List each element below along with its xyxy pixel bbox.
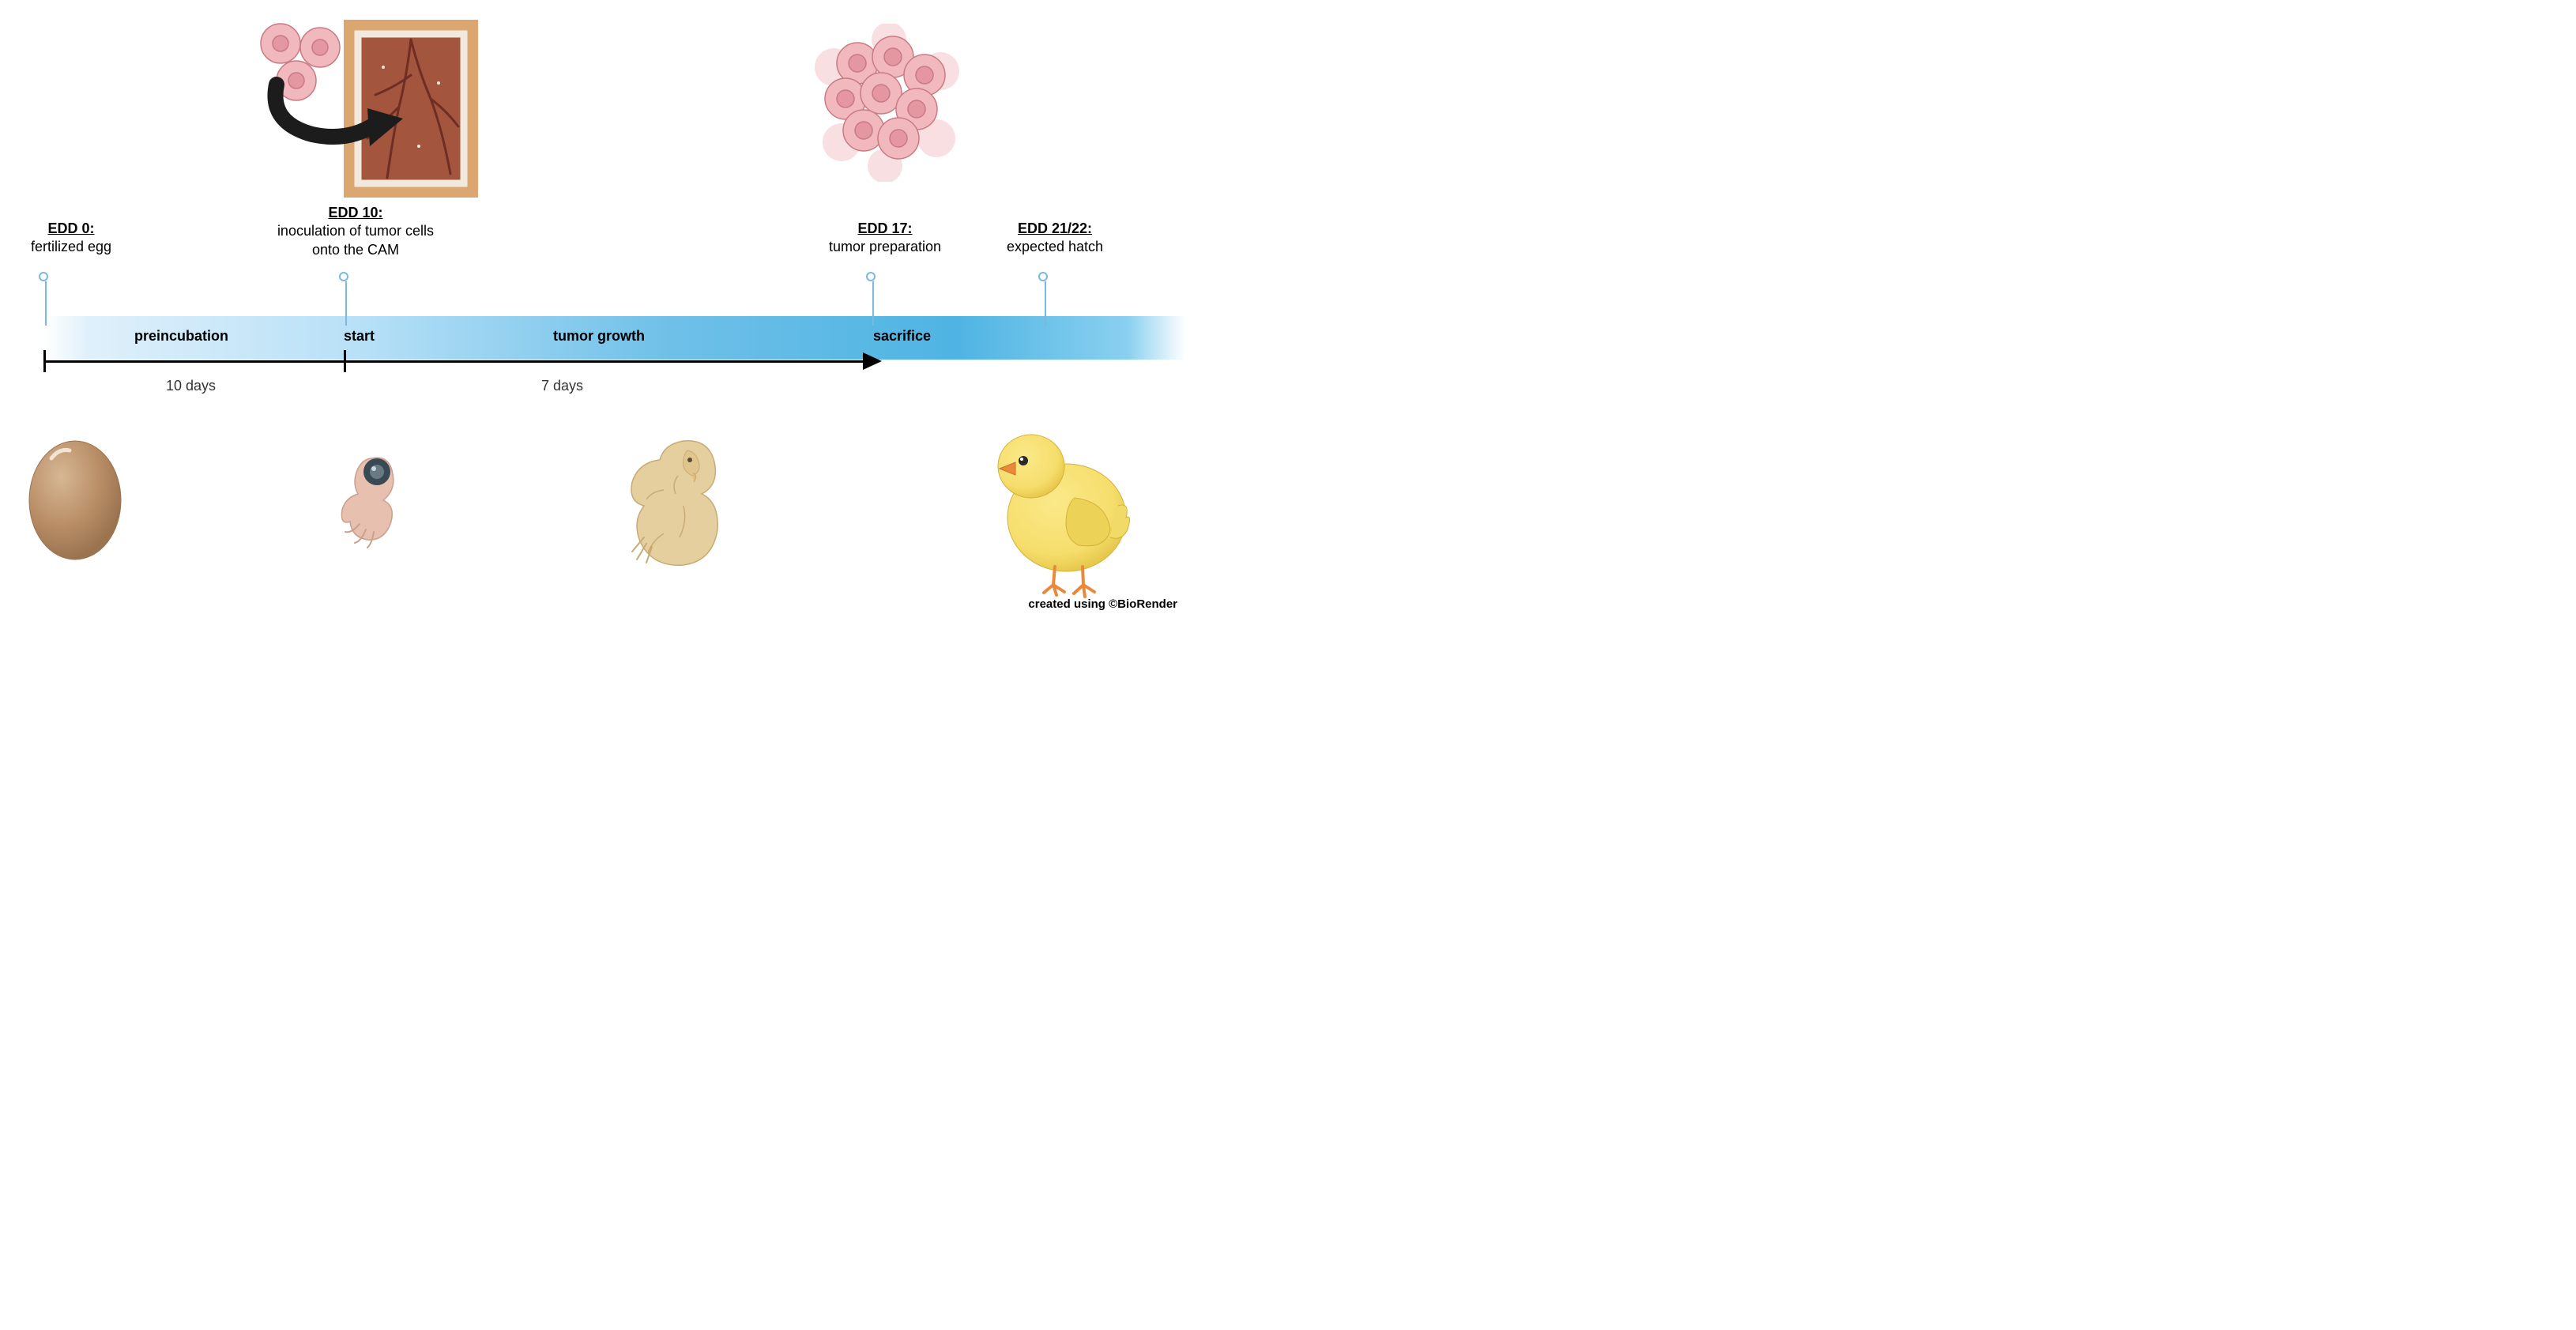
arrow-tick-mid [344,350,346,372]
milestone-desc: inoculation of tumor cells onto the CAM [277,223,434,257]
milestone-title: EDD 0: [47,220,94,236]
tumor-cluster-icon [802,24,972,182]
milestone-desc: tumor preparation [829,239,941,254]
arrow-head-icon [863,352,882,370]
duration-10days: 10 days [166,378,216,394]
phase-preincubation: preincubation [134,328,228,345]
credit-text: created using ©BioRender [1028,597,1177,611]
milestone-edd0: EDD 0: fertilized egg [8,220,134,257]
phase-start: start [344,328,375,345]
egg-icon [24,431,126,561]
milestone-edd17: EDD 17: tumor preparation [806,220,964,257]
diagram-root: EDD 0: fertilized egg EDD 10: inoculatio… [0,0,1201,620]
arrow-line [43,360,871,363]
late-embryo-icon [608,427,743,581]
phase-tumor-growth: tumor growth [553,328,645,345]
chick-icon [984,423,1142,601]
pin-edd2122 [1042,272,1048,326]
duration-7days: 7 days [541,378,583,394]
milestone-desc: fertilized egg [31,239,111,254]
pin-edd17 [870,272,876,326]
milestone-edd2122: EDD 21/22: expected hatch [980,220,1130,257]
early-embryo-icon [328,446,415,557]
milestone-title: EDD 21/22: [1018,220,1092,236]
milestone-title: EDD 17: [857,220,912,236]
inoculation-arrow-icon [261,75,411,162]
milestone-edd10: EDD 10: inoculation of tumor cells onto … [253,204,458,259]
milestone-title: EDD 10: [328,205,382,220]
pin-edd0 [43,272,48,326]
pin-edd10 [343,272,348,326]
arrow-tick-start [43,350,46,372]
milestone-desc: expected hatch [1007,239,1103,254]
phase-sacrifice: sacrifice [873,328,931,345]
